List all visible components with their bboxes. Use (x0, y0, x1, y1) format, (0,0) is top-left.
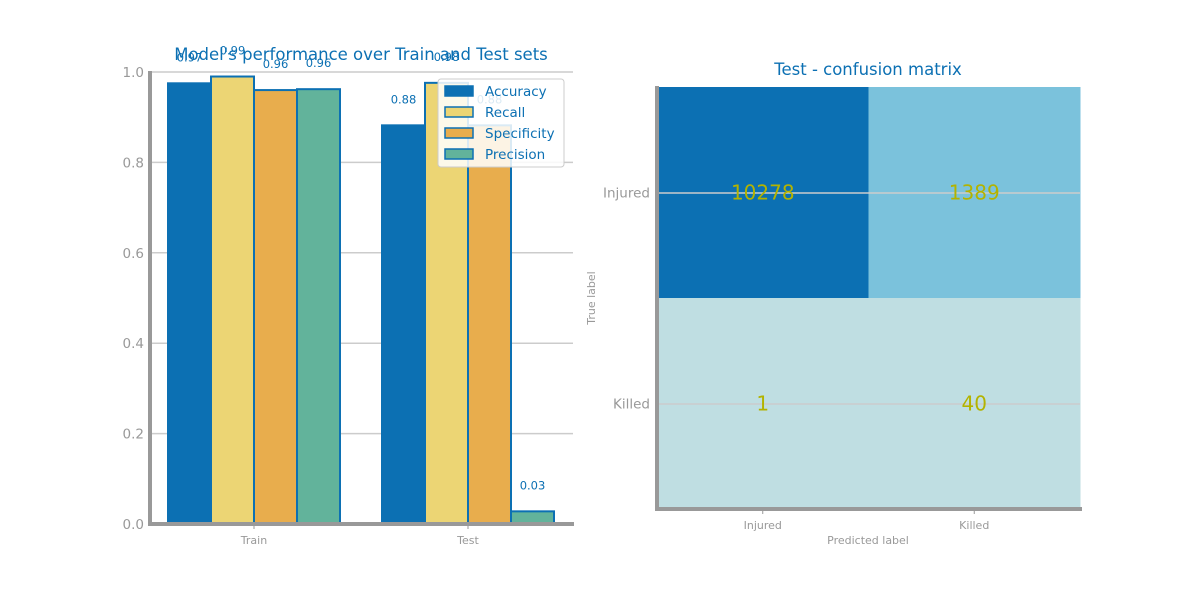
bar-x-ticks: Train Test (240, 524, 480, 547)
confusion-matrix: Test - confusion matrix 10278 1389 1 40 Inj… (585, 60, 1082, 547)
cm-cell-labels: 10278 1389 1 40 (731, 181, 1000, 416)
bar-y-tick-label: 0.4 (123, 336, 144, 352)
cm-y-ticks: Injured Killed (603, 186, 650, 413)
cm-title: Test - confusion matrix (773, 60, 962, 79)
bar-y-tick-label: 0.6 (123, 246, 144, 262)
cm-y-tick-label: Injured (603, 186, 650, 202)
legend-frame (437, 78, 565, 168)
cm-x-tick-label: Killed (959, 519, 989, 532)
bar-value-label: 0.96 (306, 56, 332, 70)
legend-label-accuracy: Accuracy (485, 84, 547, 100)
legend-swatch-accuracy (444, 85, 474, 97)
cm-cell-value: 1389 (949, 181, 1000, 205)
cm-x-ticks: Injured Killed (744, 509, 989, 532)
bar-y-tick-label: 0.2 (123, 427, 144, 443)
legend-label-specificity: Specificity (485, 126, 555, 142)
bar-value-label: 0.97 (177, 50, 203, 64)
bar-y-ticks: 0.0 0.2 0.4 0.6 0.8 1.0 (123, 65, 144, 533)
cm-y-axis-label: True label (585, 271, 598, 325)
bar-accuracy (167, 82, 212, 526)
legend-label-precision: Precision (485, 147, 545, 163)
bar-y-tick-label: 0.0 (123, 517, 144, 533)
cm-x-tick-label: Injured (744, 519, 782, 532)
bar-x-tick-label: Train (240, 534, 267, 547)
bar-x-tick-label: Test (456, 534, 479, 547)
bar-y-tick-label: 0.8 (123, 155, 144, 171)
bar-chart-title: Model's performance over Train and Test … (174, 45, 548, 64)
bar-chart: 0.970.990.960.960.880.980.880.03 0.00.20… (123, 44, 574, 547)
bar-accuracy (381, 124, 426, 525)
legend-swatch-precision (444, 148, 474, 160)
bar-value-label: 0.88 (391, 92, 417, 106)
bar-recall (210, 75, 255, 526)
bar-specificity (253, 89, 298, 526)
cm-y-tick-label: Killed (613, 397, 650, 413)
legend-label-recall: Recall (485, 105, 525, 121)
cm-cell-value: 10278 (731, 181, 795, 205)
bar-value-label: 0.98 (434, 50, 460, 64)
bar-y-tick-label: 1.0 (123, 65, 144, 81)
legend-swatch-recall (444, 106, 474, 118)
bar-value-label: 0.03 (520, 478, 546, 492)
bar-value-label: 0.99 (220, 44, 246, 58)
bar-value-label: 0.96 (263, 57, 289, 71)
cm-cell-value: 40 (962, 392, 987, 416)
legend: Accuracy Recall Specificity Precision (437, 78, 565, 168)
cm-cells (657, 87, 1081, 510)
bar-specificity (467, 124, 512, 525)
cm-cell-value: 1 (756, 392, 769, 416)
bar-precision (296, 88, 341, 526)
cm-x-axis-label: Predicted label (827, 534, 909, 547)
legend-swatch-specificity (444, 127, 474, 139)
